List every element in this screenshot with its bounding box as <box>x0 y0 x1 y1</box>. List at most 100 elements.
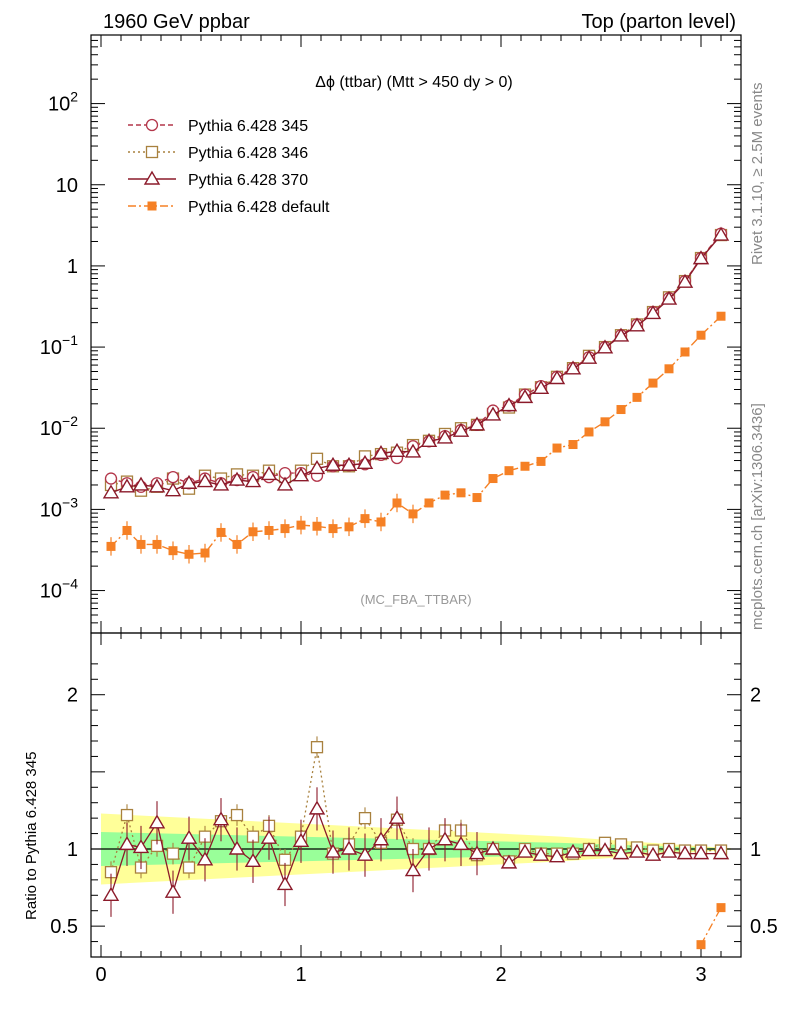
y-tick-label: 1 <box>67 256 78 278</box>
data-point <box>468 416 486 431</box>
ratio-point <box>196 851 214 866</box>
x-tick-label: 0 <box>95 964 106 986</box>
ratio-point <box>564 843 582 858</box>
y-tick-label: 10−3 <box>40 494 78 521</box>
series-line <box>110 315 722 555</box>
ratio-point <box>644 846 662 861</box>
legend-marker <box>145 118 159 132</box>
ratio-point <box>500 854 518 869</box>
data-point <box>612 327 630 342</box>
series-3 <box>106 311 726 564</box>
data-point <box>584 427 594 437</box>
ratio-y-tick-label-right: 2 <box>750 685 761 707</box>
y-tick-label: 10−2 <box>40 413 78 440</box>
ratio-point <box>260 829 278 844</box>
ratio-point <box>212 811 230 826</box>
legend-marker <box>147 201 157 211</box>
ratio-point <box>676 845 694 860</box>
ratio-point <box>712 845 730 860</box>
ratio-point <box>228 840 246 855</box>
data-point <box>180 474 198 489</box>
ratio-point <box>388 809 406 824</box>
ratio-point <box>324 843 342 858</box>
ratio-y-tick-label-right: 1 <box>750 839 761 861</box>
data-point <box>696 330 706 340</box>
ratio-point <box>372 831 390 846</box>
data-point <box>404 443 422 458</box>
data-point <box>372 444 390 460</box>
ratio-point <box>356 846 374 861</box>
data-point <box>102 484 120 499</box>
data-point <box>356 454 374 469</box>
data-point <box>600 417 610 427</box>
data-point <box>296 520 306 530</box>
ratio-series-1 <box>102 787 730 917</box>
ratio-y-tick-label-right: 0.5 <box>750 916 778 938</box>
chart-marks <box>102 226 730 950</box>
data-point <box>276 476 294 491</box>
ratio-point <box>132 839 150 854</box>
data-point <box>136 539 146 549</box>
data-point <box>118 478 136 493</box>
ratio-point <box>340 840 358 855</box>
data-point <box>184 549 194 559</box>
data-point <box>344 522 354 532</box>
ratio-point <box>292 832 310 847</box>
data-point <box>148 478 166 493</box>
ratio-point <box>716 903 726 913</box>
data-point <box>200 548 210 558</box>
data-point <box>260 466 278 481</box>
data-point <box>516 388 534 404</box>
data-point <box>280 524 290 534</box>
ratio-series-2 <box>696 903 726 950</box>
data-point <box>548 370 566 385</box>
legend-label: Pythia 6.428 345 <box>188 118 308 135</box>
data-point <box>452 422 470 437</box>
rivet-label: Rivet 3.1.10, ≥ 2.5M events <box>749 83 766 266</box>
data-point <box>484 406 502 421</box>
data-point <box>248 527 258 537</box>
data-point <box>376 517 386 527</box>
ratio-point <box>180 829 198 844</box>
data-point <box>660 290 678 305</box>
data-point <box>712 226 730 241</box>
ratio-point <box>436 831 454 846</box>
ratio-point <box>230 808 244 822</box>
data-point <box>104 472 118 485</box>
ratio-point <box>276 876 294 891</box>
ratio-point <box>182 861 196 874</box>
data-point <box>424 498 434 508</box>
ratio-point <box>118 835 136 851</box>
x-tick-label: 2 <box>495 964 506 986</box>
data-point <box>164 482 182 497</box>
ratio-point <box>468 845 486 860</box>
data-point <box>504 466 514 476</box>
ratio-axes-box <box>90 632 742 958</box>
ratio-point <box>358 811 372 825</box>
data-point <box>340 456 358 471</box>
data-point <box>616 405 626 415</box>
legend: Pythia 6.428 345 Pythia 6.428 346 Pythia 6… <box>128 118 330 216</box>
ratio-point <box>516 843 534 858</box>
data-point <box>664 364 674 374</box>
header-right: Top (parton level) <box>581 11 736 33</box>
ratio-y-tick-label: 0.5 <box>50 916 78 938</box>
data-point <box>388 442 406 457</box>
legend-marker <box>143 170 161 185</box>
data-point <box>228 471 246 486</box>
legend-marker <box>145 145 159 159</box>
legend-label: Pythia 6.428 370 <box>188 172 308 189</box>
data-point <box>552 443 562 453</box>
data-point <box>244 473 262 488</box>
data-point <box>580 349 598 364</box>
data-point <box>632 392 642 402</box>
chart-labels: 1960 GeV ppbar Top (parton level) Δϕ (tt… <box>23 11 778 986</box>
data-point <box>324 456 342 471</box>
data-point <box>676 273 694 288</box>
data-point <box>500 397 518 412</box>
series-2 <box>102 226 730 499</box>
data-point <box>212 476 230 491</box>
data-point <box>152 539 162 549</box>
data-point <box>436 429 454 444</box>
